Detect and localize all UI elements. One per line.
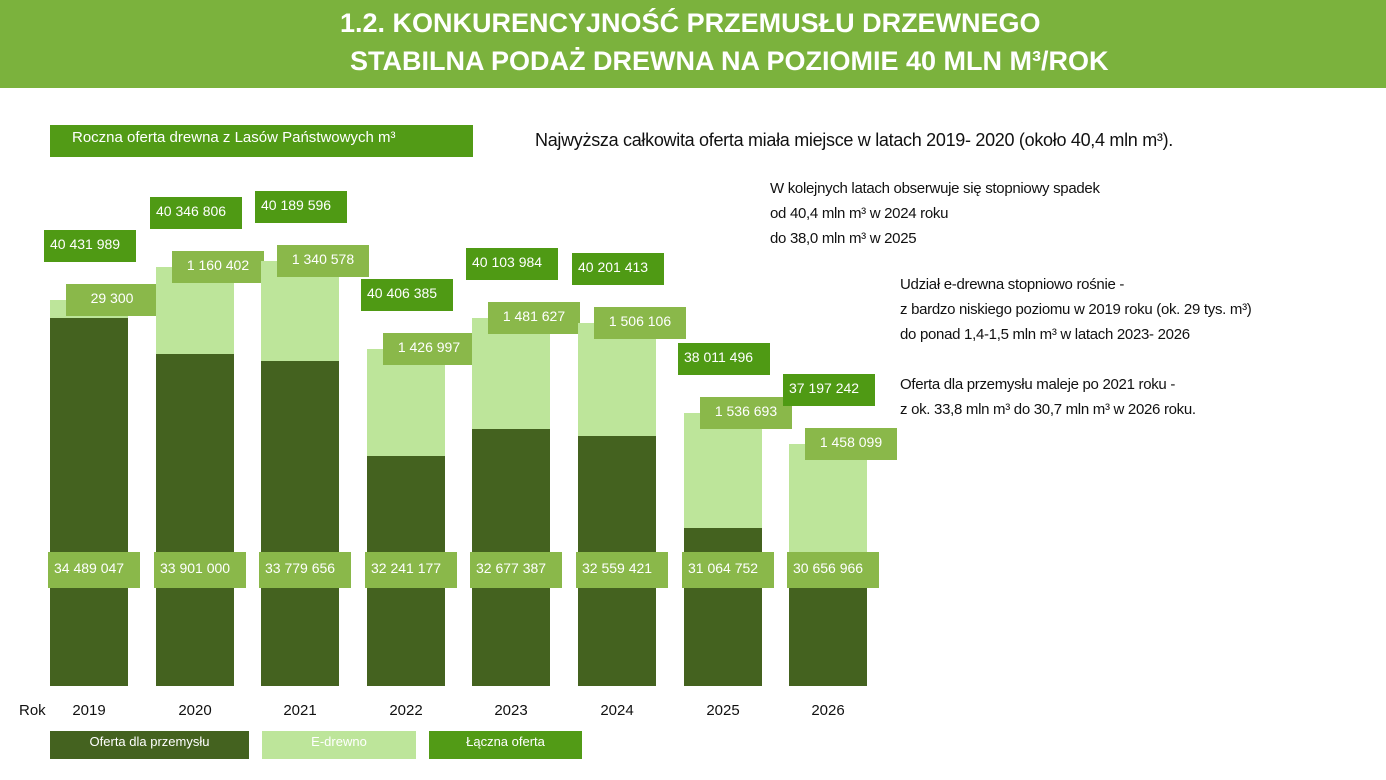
- chart-title: Roczna oferta drewna z Lasów Państwowych…: [50, 125, 473, 157]
- tick-2020: 2020: [178, 702, 212, 719]
- label-total-2022: 40 406 385: [361, 278, 453, 311]
- note-line: z ok. 33,8 mln m³ do 30,7 mln m³ w 2026 …: [900, 401, 1196, 418]
- legend-edrewno: E-drewno: [262, 731, 416, 759]
- label-total-2019: 40 431 989: [44, 229, 136, 262]
- label-industry-2019: 34 489 047: [48, 552, 140, 588]
- note-edrewno: Udział e-drewna stopniowo rośnie - z bard…: [900, 272, 1252, 347]
- label-edrewno-2024: 1 506 106: [594, 307, 686, 340]
- label-edrewno-2023: 1 481 627: [488, 301, 580, 334]
- bar-edrewno-2026: [789, 443, 867, 554]
- title-line-2: STABILNA PODAŻ DREWNA NA POZIOMIE 40 MLN…: [350, 46, 1109, 76]
- tick-2022: 2022: [389, 702, 423, 719]
- note-decline: W kolejnych latach obserwuje się stopnio…: [770, 176, 1100, 251]
- label-edrewno-2026: 1 458 099: [805, 427, 897, 460]
- bar-edrewno-2023: [472, 317, 550, 430]
- label-total-2023: 40 103 984: [466, 247, 558, 280]
- header: 1.2. KONKURENCYJNOŚĆ PRZEMUSŁU DRZEWNEGO…: [0, 0, 1386, 88]
- label-industry-2026: 30 656 966: [787, 552, 879, 588]
- bar-industry-2020: [156, 353, 234, 686]
- tick-2023: 2023: [494, 702, 528, 719]
- legend-industry: Oferta dla przemysłu: [50, 731, 249, 759]
- tick-2024: 2024: [600, 702, 634, 719]
- label-edrewno-2019: 29 300: [66, 283, 158, 316]
- legend-total: Łączna oferta: [429, 731, 582, 759]
- label-edrewno-2025: 1 536 693: [700, 397, 792, 430]
- bar-edrewno-2025: [684, 413, 762, 529]
- bar-industry-2021: [261, 361, 339, 686]
- title-line-1: 1.2. KONKURENCYJNOŚĆ PRZEMUSŁU DRZEWNEGO: [340, 8, 1041, 38]
- label-industry-2023: 32 677 387: [470, 552, 562, 588]
- note-industry: Oferta dla przemysłu maleje po 2021 roku…: [900, 372, 1196, 422]
- note-line: do 38,0 mln m³ w 2025: [770, 230, 917, 247]
- tick-2021: 2021: [283, 702, 317, 719]
- tick-2026: 2026: [811, 702, 845, 719]
- bar-edrewno-2022: [367, 348, 445, 456]
- bar-edrewno-2024: [578, 323, 656, 437]
- tick-2019: 2019: [72, 702, 106, 719]
- label-industry-2024: 32 559 421: [576, 552, 668, 588]
- label-industry-2025: 31 064 752: [682, 552, 774, 588]
- note-line: z bardzo niskiego poziomu w 2019 roku (o…: [900, 301, 1252, 318]
- note-highest: Najwyższa całkowita oferta miała miejsce…: [535, 130, 1173, 150]
- label-industry-2022: 32 241 177: [365, 552, 457, 588]
- tick-2025: 2025: [706, 702, 740, 719]
- label-edrewno-2020: 1 160 402: [172, 250, 264, 283]
- label-total-2021: 40 189 596: [255, 190, 347, 223]
- bar-industry-2019: [50, 317, 128, 686]
- label-edrewno-2022: 1 426 997: [383, 332, 475, 365]
- label-total-2025: 38 011 496: [678, 343, 770, 376]
- note-line: Oferta dla przemysłu maleje po 2021 roku…: [900, 376, 1176, 393]
- note-line: Udział e-drewna stopniowo rośnie -: [900, 276, 1125, 293]
- note-line: od 40,4 mln m³ w 2024 roku: [770, 205, 949, 222]
- note-line: W kolejnych latach obserwuje się stopnio…: [770, 180, 1100, 197]
- bar-edrewno-2021: [261, 260, 339, 362]
- note-line: do ponad 1,4-1,5 mln m³ w latach 2023- 2…: [900, 326, 1190, 343]
- label-total-2020: 40 346 806: [150, 196, 242, 229]
- label-total-2024: 40 201 413: [572, 253, 664, 286]
- label-edrewno-2021: 1 340 578: [277, 244, 369, 277]
- x-axis-label: Rok: [19, 702, 46, 719]
- label-industry-2020: 33 901 000: [154, 552, 246, 588]
- label-industry-2021: 33 779 656: [259, 552, 351, 588]
- label-total-2026: 37 197 242: [783, 373, 875, 406]
